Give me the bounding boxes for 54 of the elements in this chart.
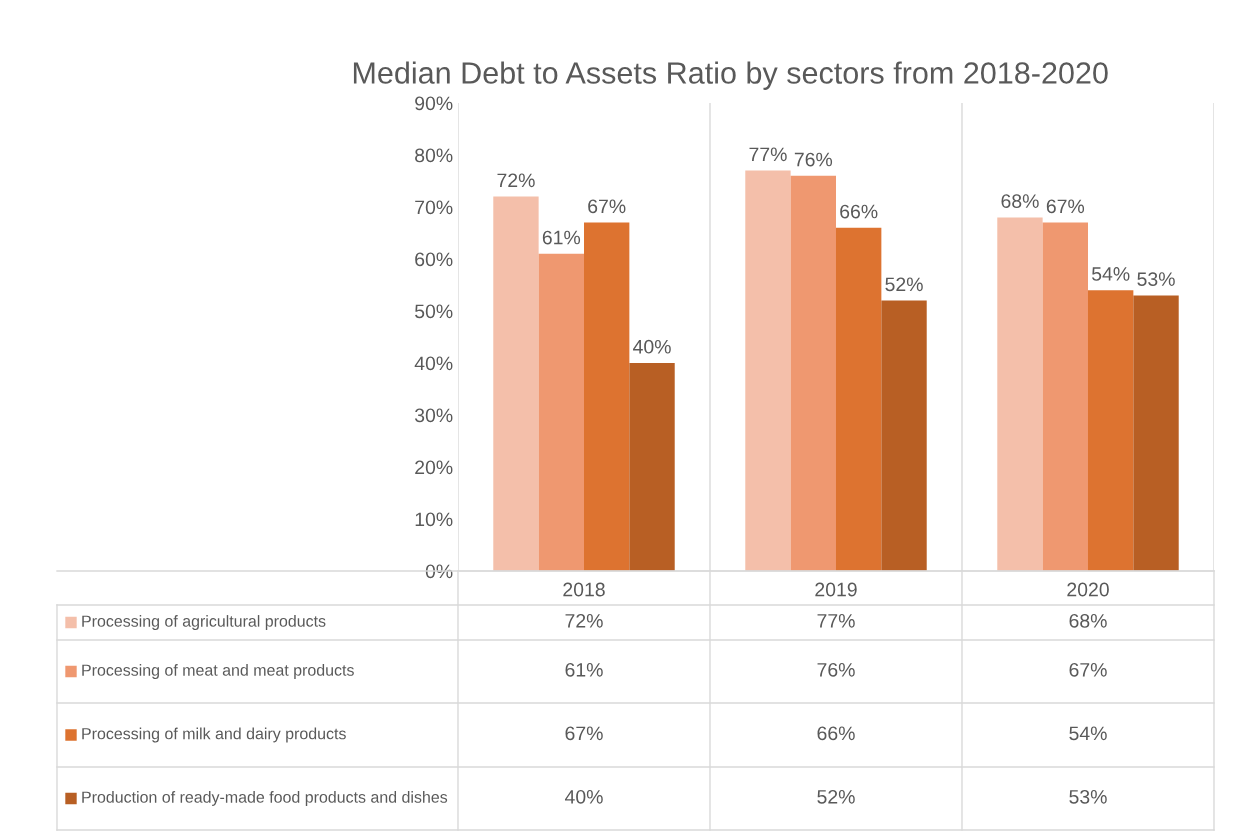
text: 77% <box>749 147 787 162</box>
data-label: 61% <box>565 662 603 677</box>
bar <box>997 217 1043 571</box>
data-label: 52% <box>817 789 855 804</box>
y-tick-label: 60% <box>415 252 453 267</box>
bar <box>745 170 791 571</box>
y-tick-label: 80% <box>415 148 453 163</box>
data-label: 53% <box>1069 789 1107 804</box>
x-tick-label: 2018 <box>563 582 605 597</box>
bar <box>584 222 630 571</box>
y-tick-label: 50% <box>415 304 453 319</box>
data-label: 77% <box>817 614 855 628</box>
text: 53% <box>1137 272 1175 286</box>
bar <box>1042 222 1088 571</box>
legend-label: Processing of meat and meat products <box>82 664 354 679</box>
data-label: 67% <box>1069 662 1107 677</box>
data-label: 66% <box>817 726 855 741</box>
legend-label: Processing of agricultural products <box>82 615 326 630</box>
text: 40% <box>633 339 671 354</box>
y-tick-label: 40% <box>414 356 453 371</box>
bar <box>881 300 927 571</box>
x-tick-label: 2019 <box>815 582 857 597</box>
bar <box>629 363 675 571</box>
bar <box>493 196 539 571</box>
y-tick-label: 20% <box>415 460 453 475</box>
bar <box>1088 290 1134 571</box>
bar <box>1133 295 1179 571</box>
y-tick-label: 30% <box>414 408 453 423</box>
x-tick-label: 2020 <box>1067 582 1109 597</box>
legend-label: Processing of milk and dairy products <box>82 727 346 743</box>
legend-label: Production of ready-made food products and dishes <box>82 791 448 806</box>
chart-title: Median Debt to Assets Ratio by sectors from 2018-2020 <box>353 61 1108 90</box>
data-label: 72% <box>565 613 603 628</box>
data-label: 40% <box>564 789 603 804</box>
y-tick-label: 10% <box>415 512 453 527</box>
text: 68% <box>1001 194 1039 208</box>
text: 76% <box>794 152 833 167</box>
bar <box>538 253 584 571</box>
text: 61% <box>542 230 581 245</box>
bar <box>790 175 836 571</box>
data-label: 68% <box>1069 613 1107 628</box>
text: 54% <box>1092 267 1130 281</box>
text: 72% <box>497 173 535 188</box>
y-tick-label: 0% <box>425 564 453 579</box>
text: 52% <box>885 277 923 292</box>
y-tick-label: 90% <box>415 96 453 111</box>
bar <box>836 227 882 571</box>
data-label: 54% <box>1069 726 1107 741</box>
text: 66% <box>840 204 878 219</box>
data-label: 67% <box>565 726 603 741</box>
data-label: 76% <box>817 662 855 677</box>
text: 67% <box>1046 199 1085 214</box>
text: 67% <box>588 199 626 214</box>
y-tick-label: 70% <box>415 200 453 215</box>
